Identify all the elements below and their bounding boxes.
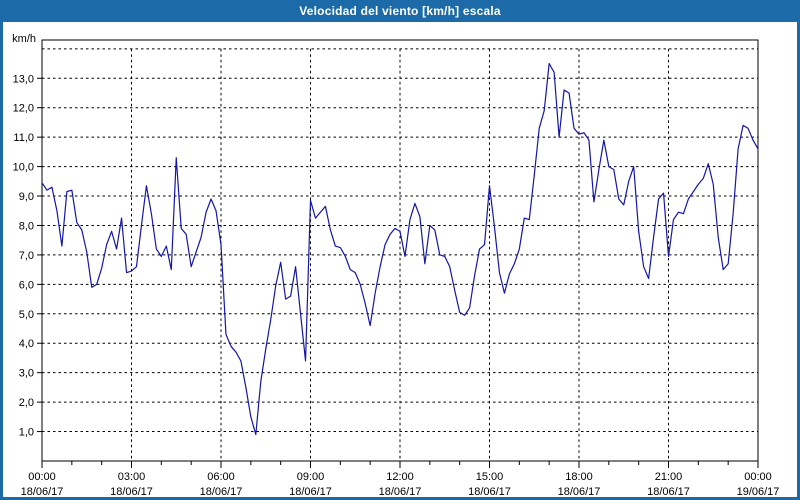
x-tick-time-label: 03:00 [118,471,146,483]
wind-speed-line [41,62,759,436]
y-tick-label: 12,0 [13,103,34,115]
y-tick-label: 9,0 [19,191,34,203]
y-tick-label: 13,0 [13,73,34,85]
x-tick-time-label: 06:00 [207,471,235,483]
y-tick-label: 5,0 [19,309,34,321]
x-tick-time-label: 00:00 [28,471,56,483]
x-tick-time-label: 21:00 [655,471,683,483]
y-tick-label: 10,0 [13,162,34,174]
y-tick-label: 6,0 [19,279,34,291]
y-tick-label: 8,0 [19,220,34,232]
wind-speed-chart-svg: 1,0 2,0 3,0 4,0 5,0 6,0 7,0 8,0 9,0 10,0 11,0 12,0 1… [13,39,780,498]
y-tick-label: 2,0 [19,397,34,409]
x-tick-date-label: 18/06/17 [379,486,422,498]
x-tick-date-label: 18/06/17 [289,486,332,498]
plot-area: km/h 1,0 2,0 3,0 4,0 5,0 6,0 7,0 8,0 9,0 10,0 11,0… [0,22,800,500]
x-tick-time-label: 00:00 [744,471,772,483]
y-tick-label: 3,0 [19,368,34,380]
x-tick-date-label: 18/06/17 [558,486,601,498]
chart-title: Velocidad del viento [km/h] escala [299,4,501,18]
y-tick-label: 4,0 [19,338,34,350]
x-tick-date-label: 18/06/17 [200,486,243,498]
title-bar: Velocidad del viento [km/h] escala [0,0,800,22]
y-tick-label: 1,0 [19,427,34,439]
x-tick-time-label: 15:00 [476,471,504,483]
x-tick-date-label: 19/06/17 [737,486,780,498]
x-tick-date-label: 18/06/17 [468,486,511,498]
y-tick-label: 11,0 [13,132,34,144]
x-tick-time-label: 12:00 [386,471,414,483]
x-tick-time-label: 18:00 [565,471,593,483]
x-tick-date-label: 18/06/17 [647,486,690,498]
y-axis-unit-label: km/h [12,33,36,45]
x-tick-time-label: 09:00 [297,471,325,483]
x-tick-date-label: 18/06/17 [21,486,64,498]
x-tick-date-label: 18/06/17 [110,486,153,498]
y-tick-label: 7,0 [19,250,34,262]
